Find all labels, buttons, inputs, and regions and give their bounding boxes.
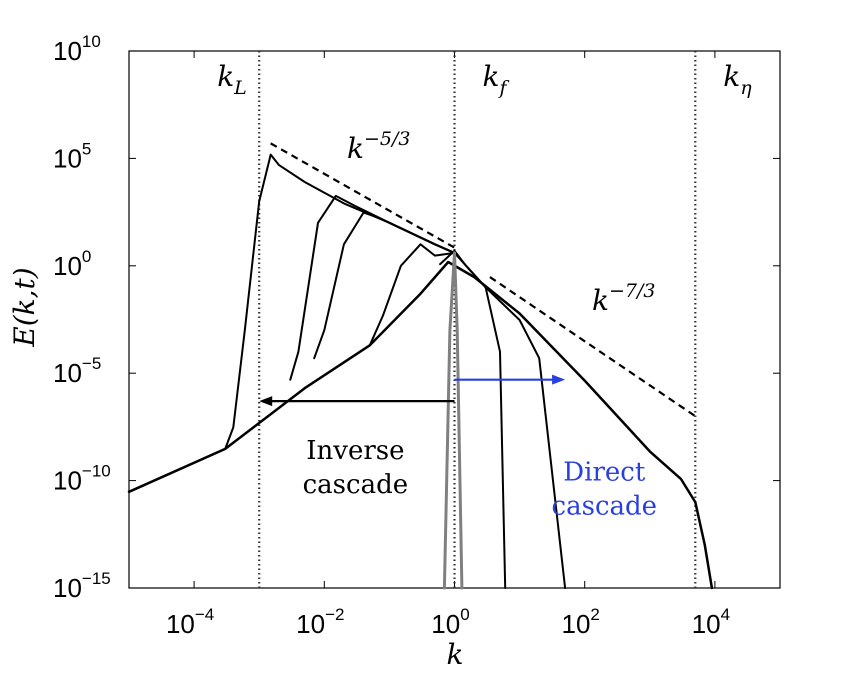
series-line-6 [453,251,567,589]
inverse-cascade-arrow-head [259,396,273,407]
series-line-1 [128,153,456,493]
direct-cascade-arrow-head [552,374,566,385]
power-law-label-1: k−7/3 [592,280,655,317]
x-tick-label-4: 104 [692,605,730,639]
vline-label-k_L: kL [217,60,247,99]
power-law-label-0: k−5/3 [347,128,410,165]
axis-labels: k E(k,t) [8,267,463,671]
y-tick-label-0: 10−15 [53,569,111,603]
y-axis-label: E(k,t) [8,267,41,347]
power-law-lines: k−5/3 k−7/3 [270,128,696,418]
axis-ticks: 10−4 10−2 100 102 104 10−15 10−10 10−5 100 105 101… [53,32,780,639]
y-tick-label-2: 10−5 [53,354,101,388]
series-group [127,153,714,590]
series-line-0 [127,260,714,590]
x-tick-label-2: 100 [431,605,469,639]
series-line-7 [442,251,464,590]
x-tick-label-1: 10−2 [296,605,344,639]
y-tick-label-1: 10−10 [53,462,111,496]
y-tick-label-3: 100 [53,247,91,281]
vline-label-k_eta: kη [723,60,752,99]
annotations: Inverse cascade Direct cascade [303,436,657,521]
x-tick-label-3: 102 [562,605,600,639]
series-line-3 [313,211,456,360]
series-line-2 [289,194,456,381]
cascade-arrows [259,374,566,407]
y-tick-label-4: 105 [53,139,91,173]
direct-cascade-label: Direct cascade [552,458,658,522]
series-line-4 [368,243,456,347]
inverse-cascade-label: Inverse cascade [303,436,409,500]
y-tick-label-5: 1010 [53,32,101,66]
x-tick-label-0: 10−4 [166,605,214,639]
power-law-line-1 [489,276,696,418]
series-line-5 [439,249,507,589]
reference-lines: kL kf kη [217,51,752,588]
plot-frame [128,50,781,589]
vline-label-k_f: kf [483,60,510,99]
x-axis-label: k [447,638,464,671]
